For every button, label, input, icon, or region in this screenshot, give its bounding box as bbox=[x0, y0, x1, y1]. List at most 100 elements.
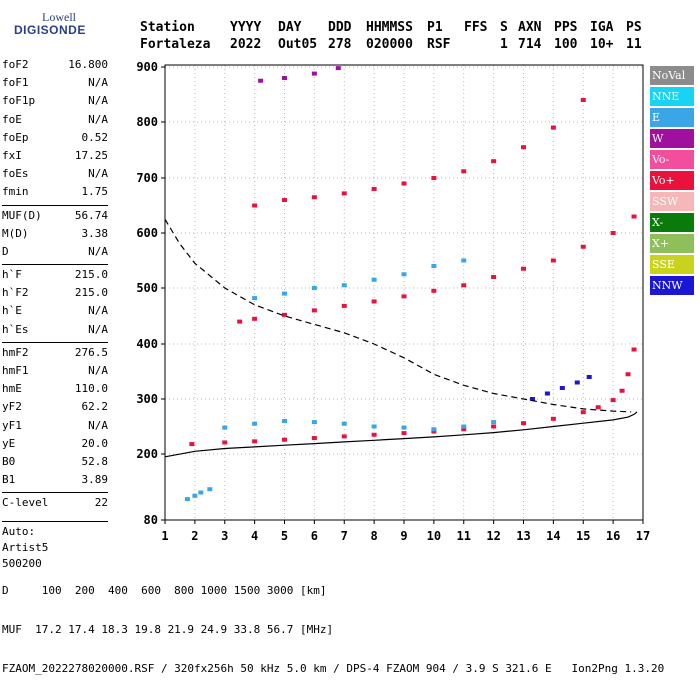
data-point bbox=[198, 490, 204, 495]
param-value: N/A bbox=[88, 94, 108, 108]
param-row: hmE 110.0 bbox=[2, 382, 108, 400]
param-label: hmF1 bbox=[2, 364, 29, 377]
data-point bbox=[341, 434, 347, 439]
x-tick-label: 15 bbox=[576, 529, 590, 543]
data-point bbox=[258, 78, 264, 83]
param-value: 17.25 bbox=[74, 148, 108, 162]
param-label: C-level bbox=[2, 496, 49, 510]
header-label-s: S bbox=[500, 20, 508, 35]
data-point bbox=[431, 264, 437, 268]
data-point bbox=[282, 291, 287, 296]
data-point bbox=[401, 272, 407, 277]
polarization-legend: NoVal NNE E W Vo- Vo+ SSW X- X+ SSE NNW bbox=[650, 66, 694, 297]
x-tick-label: 12 bbox=[486, 529, 500, 543]
header-label-day: DAY bbox=[278, 20, 302, 35]
x-tick-label: 10 bbox=[427, 529, 441, 543]
param-label: MUF(D) bbox=[2, 208, 42, 222]
data-point bbox=[282, 437, 287, 442]
y-tick-label: 400 bbox=[136, 337, 158, 351]
header-value-p1: RSF bbox=[427, 37, 451, 52]
param-label: yF1 bbox=[2, 418, 22, 432]
param-label: yF2 bbox=[2, 400, 22, 414]
data-point bbox=[311, 286, 317, 290]
y-tick-label: 80 bbox=[144, 513, 158, 527]
data-point bbox=[610, 398, 616, 403]
param-label: fmin bbox=[2, 185, 29, 199]
param-value: 56.74 bbox=[74, 208, 108, 222]
data-point bbox=[580, 410, 586, 415]
param-row: fxI 17.25 bbox=[2, 149, 108, 167]
param-value: N/A bbox=[88, 418, 108, 432]
param-label: B0 bbox=[2, 454, 16, 468]
param-label: foE bbox=[2, 112, 22, 126]
params-separator bbox=[2, 204, 108, 206]
param-value: 276.5 bbox=[74, 345, 108, 359]
x-tick-label: 11 bbox=[457, 529, 471, 543]
params-separator bbox=[2, 520, 108, 522]
param-row: fmin 1.75 bbox=[2, 185, 108, 203]
param-row: MUF(D) 56.74 bbox=[2, 209, 108, 227]
param-row: M(D) 3.38 bbox=[2, 227, 108, 245]
data-point bbox=[550, 258, 556, 263]
data-point bbox=[222, 425, 228, 430]
param-label: foEp bbox=[2, 130, 29, 144]
data-point bbox=[461, 424, 467, 429]
param-row: h`F 215.0 bbox=[2, 268, 108, 286]
data-point bbox=[282, 419, 287, 423]
x-tick-label: 3 bbox=[221, 529, 228, 543]
header-label-hhmmss: HHMMSS bbox=[366, 20, 413, 35]
data-point bbox=[610, 231, 616, 235]
data-point bbox=[222, 440, 228, 445]
logo-line-2: DIGISONDE bbox=[14, 23, 86, 37]
x-tick-label: 4 bbox=[251, 529, 258, 543]
param-label: foF1 bbox=[2, 76, 29, 90]
legend-entry-nne: NNE bbox=[650, 87, 694, 106]
data-point bbox=[631, 214, 637, 219]
legend-entry-sse: SSE bbox=[650, 255, 694, 274]
auto-scaling-line1: Auto: bbox=[2, 524, 36, 538]
header-label-station: Station bbox=[140, 20, 195, 35]
data-point bbox=[521, 266, 526, 271]
x-tick-label: 5 bbox=[281, 529, 288, 543]
data-point bbox=[574, 380, 580, 385]
header-label-pps: PPS bbox=[554, 20, 578, 35]
data-point bbox=[311, 71, 317, 76]
x-tick-label: 14 bbox=[546, 529, 560, 543]
header-label-p1: P1 bbox=[427, 20, 443, 35]
param-label: h`E bbox=[2, 304, 22, 318]
x-tick-label: 2 bbox=[191, 529, 198, 543]
footer-muf-row: MUF 17.2 17.4 18.3 19.8 21.9 24.9 33.8 5… bbox=[2, 623, 334, 636]
data-point bbox=[207, 487, 213, 492]
header-value-station: Fortaleza bbox=[140, 37, 211, 52]
param-label: foF1p bbox=[2, 94, 36, 108]
param-value: N/A bbox=[88, 304, 108, 318]
footer-file-row: FZAOM_2022278020000.RSF / 320fx256h 50 k… bbox=[2, 662, 665, 675]
header-value-s: 1 bbox=[500, 37, 508, 52]
param-value: 62.2 bbox=[81, 400, 109, 414]
param-value: N/A bbox=[88, 167, 108, 181]
header-value-axn: 714 bbox=[518, 37, 542, 52]
y-tick-label: 800 bbox=[136, 115, 158, 129]
data-point bbox=[491, 275, 497, 279]
data-point bbox=[282, 76, 287, 80]
param-value: 3.38 bbox=[81, 226, 109, 240]
header-value-ddd: 278 bbox=[328, 37, 352, 52]
header-value-day: Out05 bbox=[278, 37, 318, 52]
params-separator bbox=[2, 341, 108, 343]
param-row: foF1p N/A bbox=[2, 94, 108, 112]
param-value: 52.8 bbox=[81, 454, 109, 468]
data-point bbox=[461, 427, 467, 432]
model-trace-curve bbox=[164, 411, 638, 458]
data-point bbox=[550, 125, 556, 130]
params-separator bbox=[2, 264, 108, 266]
x-tick-label: 8 bbox=[371, 529, 378, 543]
logo-line-1: Lowell bbox=[42, 10, 76, 24]
header-value-pps: 100 bbox=[554, 37, 578, 52]
data-point bbox=[544, 391, 550, 396]
param-label: h`F bbox=[2, 268, 22, 282]
header-labels-row: Station YYYY DAY DDD HHMMSS P1 FFS S AXN… bbox=[140, 20, 642, 37]
param-label: yE bbox=[2, 436, 16, 450]
data-point bbox=[491, 159, 497, 164]
data-point bbox=[371, 424, 377, 429]
x-tick-label: 17 bbox=[636, 529, 650, 543]
